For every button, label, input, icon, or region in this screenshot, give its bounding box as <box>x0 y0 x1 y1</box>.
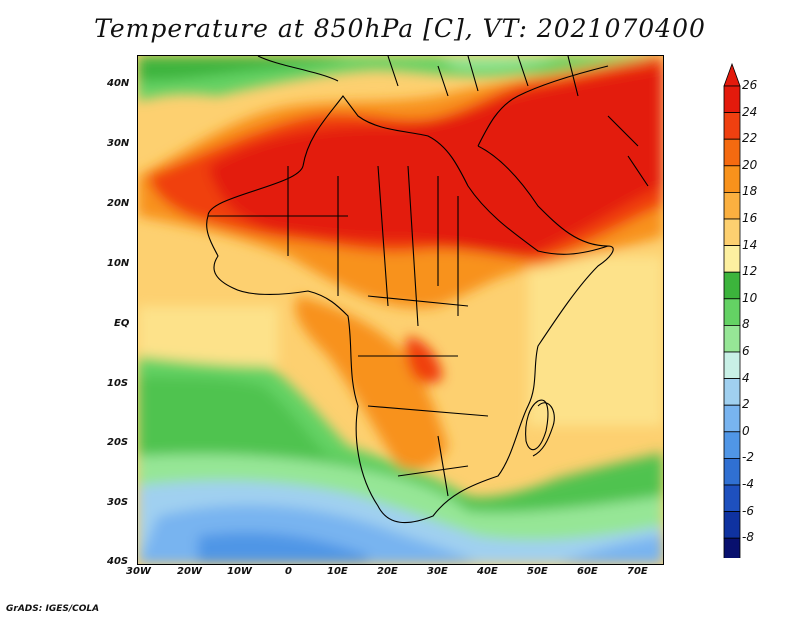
colorbar-box <box>723 112 741 140</box>
lat-label: 10N <box>107 258 130 269</box>
colorbar-label: 18 <box>742 184 758 199</box>
colorbar-label: -2 <box>742 450 754 465</box>
colorbar-box <box>723 218 741 247</box>
lat-label: 20S <box>107 437 129 448</box>
colorbar-box <box>723 431 741 459</box>
lon-label: 50E <box>527 566 548 577</box>
coastlines <box>206 56 649 524</box>
colorbar-label: 16 <box>742 211 758 225</box>
colorbar-box <box>723 537 741 558</box>
lat-label: 40S <box>107 556 129 567</box>
lon-label: 20E <box>377 566 398 577</box>
colorbar-box <box>723 85 741 114</box>
lat-label: 30S <box>107 497 129 508</box>
colorbar-label: 4 <box>742 370 750 385</box>
colorbar-over-triangle <box>723 62 741 87</box>
lon-label: 10E <box>327 566 348 577</box>
colorbar-label: 2 <box>742 397 750 412</box>
colorbar-box <box>723 245 741 273</box>
temperature-field <box>138 56 663 564</box>
lat-label: 10S <box>107 378 129 389</box>
colorbar-box <box>723 511 741 539</box>
colorbar-box <box>723 457 741 486</box>
colorbar-box <box>723 138 741 167</box>
colorbar-box <box>723 191 741 220</box>
colorbar-label: -6 <box>742 503 754 518</box>
colorbar-box <box>723 324 741 353</box>
lon-label: 70E <box>627 566 648 577</box>
colorbar-label: 22 <box>742 131 758 146</box>
colorbar-label: 14 <box>742 237 758 252</box>
lat-label: 30N <box>107 138 130 149</box>
lat-label: EQ <box>114 318 130 329</box>
lon-label: 60E <box>577 566 598 577</box>
lon-label: 30E <box>427 566 448 577</box>
colorbar-label: -8 <box>742 530 754 545</box>
colorbar-box <box>723 484 741 513</box>
lon-label: 40E <box>477 566 498 577</box>
chart-title: Temperature at 850hPa [C], VT: 202107040… <box>94 14 706 43</box>
colorbar-label: -4 <box>742 477 754 491</box>
map-area <box>137 55 664 565</box>
lon-label: 30W <box>126 566 151 577</box>
lon-label: 20W <box>177 566 202 577</box>
colorbar-box <box>723 351 741 380</box>
lon-label: 10W <box>227 566 252 577</box>
colorbar-box <box>723 165 741 193</box>
colorbar <box>723 62 741 558</box>
lat-label: 20N <box>107 198 130 209</box>
madagascar-outline <box>525 399 549 451</box>
colorbar-label: 8 <box>742 317 750 332</box>
lon-label: 0 <box>285 566 292 577</box>
colorbar-box <box>723 271 741 300</box>
lat-label: 40N <box>107 78 130 89</box>
colorbar-label: 20 <box>742 157 758 172</box>
colorbar-box <box>723 298 741 326</box>
colorbar-box <box>723 404 741 433</box>
colorbar-box <box>723 378 741 406</box>
colorbar-label: 6 <box>742 344 750 358</box>
colorbar-label: 26 <box>742 78 758 92</box>
colorbar-label: 0 <box>742 423 750 438</box>
colorbar-label: 12 <box>742 264 758 279</box>
colorbar-label: 24 <box>742 104 758 119</box>
colorbar-label: 10 <box>742 290 758 305</box>
footer-credit: GrADS: IGES/COLA <box>6 604 100 614</box>
